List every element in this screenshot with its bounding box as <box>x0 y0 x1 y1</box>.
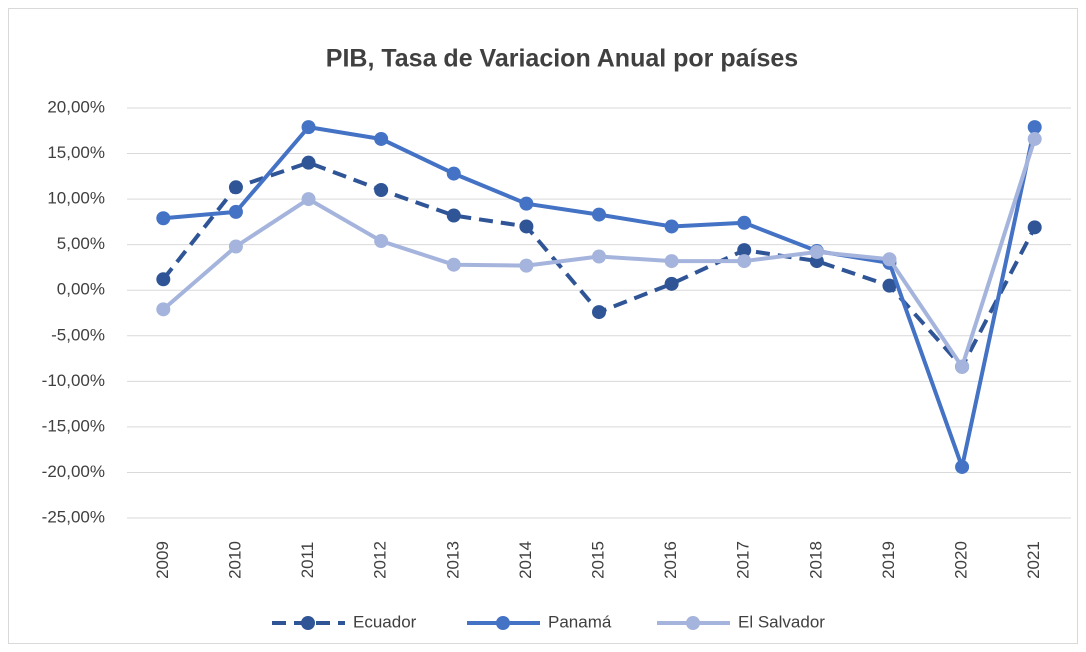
data-point <box>519 219 534 234</box>
data-point <box>664 254 679 269</box>
y-tick-label: 15,00% <box>47 143 105 162</box>
data-point <box>592 249 606 264</box>
legend-marker <box>301 616 315 630</box>
data-point <box>156 211 171 226</box>
y-tick-label: 5,00% <box>57 234 105 253</box>
data-point <box>737 215 752 230</box>
data-point <box>1027 120 1042 135</box>
x-tick-label: 2016 <box>661 541 680 579</box>
data-point <box>374 234 389 249</box>
data-point <box>882 252 897 267</box>
data-point <box>519 196 534 211</box>
legend-marker <box>496 616 510 630</box>
y-tick-label: -10,00% <box>42 371 105 390</box>
x-tick-label: 2020 <box>952 541 971 579</box>
data-point <box>592 207 606 222</box>
data-point <box>737 254 752 269</box>
data-point <box>228 239 243 254</box>
data-point <box>156 302 171 317</box>
data-point <box>156 272 171 287</box>
data-point <box>882 278 897 293</box>
data-point <box>955 459 970 474</box>
x-tick-label: 2012 <box>371 541 390 579</box>
data-point <box>446 166 461 181</box>
data-point <box>955 359 970 374</box>
data-point <box>664 219 679 234</box>
y-tick-label: 20,00% <box>47 97 105 116</box>
data-point <box>592 305 606 320</box>
x-tick-label: 2010 <box>225 541 244 579</box>
data-point <box>374 131 389 146</box>
y-tick-label: -15,00% <box>42 416 105 435</box>
data-point <box>446 208 461 223</box>
x-tick-label: 2015 <box>588 541 607 579</box>
data-point <box>301 192 316 207</box>
data-point <box>519 258 534 273</box>
legend-marker <box>686 616 700 630</box>
data-point <box>446 257 461 272</box>
x-tick-label: 2013 <box>443 541 462 579</box>
data-point <box>1027 220 1042 235</box>
data-point <box>228 180 243 195</box>
data-point <box>664 276 679 291</box>
chart-title: PIB, Tasa de Variacion Anual por países <box>326 45 798 73</box>
data-point <box>374 183 389 197</box>
x-tick-label: 2011 <box>298 542 317 579</box>
data-point <box>809 244 824 259</box>
data-point <box>301 120 316 135</box>
data-point <box>1027 131 1042 146</box>
y-tick-label: -25,00% <box>42 507 105 526</box>
legend-label: El Salvador <box>738 612 825 631</box>
y-tick-label: 10,00% <box>47 189 105 208</box>
legend-label: Panamá <box>548 612 612 631</box>
x-tick-label: 2018 <box>806 541 825 579</box>
y-tick-label: -20,00% <box>42 462 105 481</box>
chart-border <box>8 8 1078 644</box>
y-tick-label: -5,00% <box>51 325 105 344</box>
data-point <box>301 155 316 170</box>
data-point <box>737 243 752 258</box>
x-tick-label: 2009 <box>153 541 172 579</box>
x-tick-label: 2014 <box>516 541 535 579</box>
data-point <box>228 204 243 219</box>
x-tick-label: 2017 <box>734 541 753 579</box>
legend-label: Ecuador <box>353 612 417 631</box>
x-tick-label: 2021 <box>1024 541 1043 579</box>
y-tick-label: 0,00% <box>57 280 105 299</box>
x-tick-label: 2019 <box>879 541 898 579</box>
